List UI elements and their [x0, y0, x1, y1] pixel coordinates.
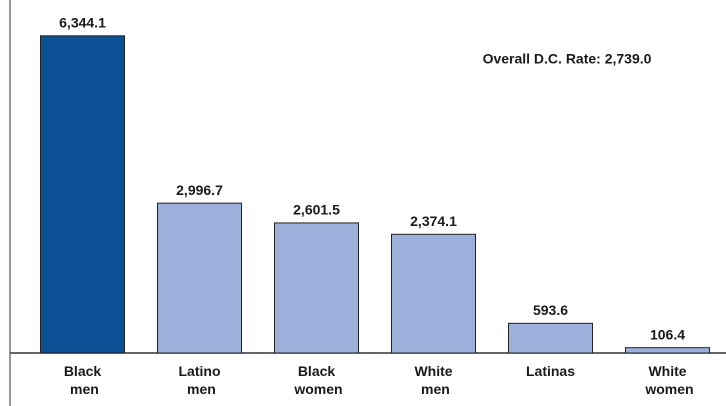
bar: [274, 222, 359, 354]
x-tick-label: Latinas: [526, 363, 575, 379]
bar: [625, 347, 710, 354]
x-tick-label: Latino men: [179, 363, 221, 397]
bar: [40, 35, 125, 354]
x-tick-label: Black men: [64, 363, 102, 397]
annotation: Overall D.C. Rate: 2,739.0: [483, 51, 652, 67]
value-label: 106.4: [650, 326, 685, 342]
bar: [157, 202, 242, 354]
x-tick-label: White women: [641, 363, 693, 397]
value-label: 2,374.1: [410, 213, 457, 229]
value-label: 2,601.5: [293, 202, 340, 218]
bar: [508, 322, 593, 354]
bar: [391, 233, 476, 354]
value-label: 2,996.7: [176, 182, 223, 198]
value-label: 593.6: [533, 302, 568, 318]
value-label: 6,344.1: [59, 14, 106, 30]
x-tick-label: White men: [414, 363, 452, 397]
x-tick-label: Black women: [290, 363, 342, 397]
